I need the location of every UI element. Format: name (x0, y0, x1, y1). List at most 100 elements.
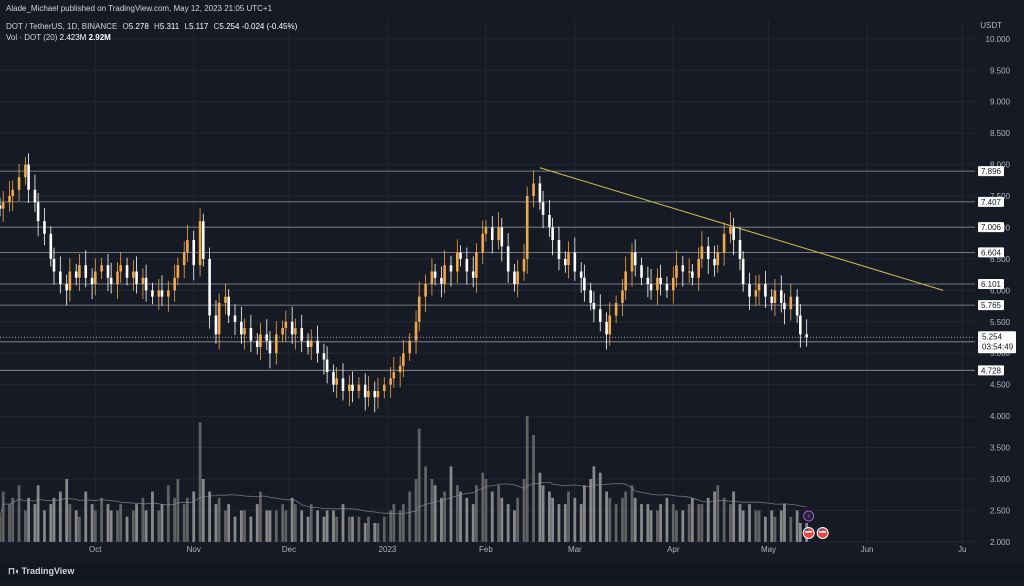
volume-bar (398, 510, 402, 542)
candle-body (132, 271, 135, 278)
candle-body (513, 271, 516, 285)
candle-body (522, 258, 526, 272)
volume-bar (351, 516, 354, 542)
candle-body (49, 233, 53, 259)
volume-bar (290, 497, 294, 542)
candle-body (687, 271, 691, 273)
candle-body (224, 296, 227, 303)
y-tick-label: 7.500 (990, 192, 1011, 201)
volume-bar (208, 491, 212, 542)
flag-canton (805, 529, 809, 532)
volume-bar (322, 516, 326, 542)
candle-body (567, 252, 570, 266)
volume-bar (43, 510, 46, 542)
x-tick-label: Nov (187, 545, 201, 554)
x-tick-label: Dec (282, 545, 296, 554)
volume-bar (598, 472, 602, 542)
volume-bar (624, 491, 628, 542)
tradingview-brand[interactable]: ⊓◖ TradingView (8, 566, 74, 577)
volume-bar (773, 516, 777, 542)
volume-bar (249, 516, 253, 542)
volume-bar (640, 504, 643, 542)
volume-bar (481, 472, 485, 542)
volume-bar (224, 510, 227, 542)
close-label: C (213, 22, 220, 31)
candle-body (173, 277, 176, 291)
candle-body (392, 372, 396, 379)
candle-body (659, 277, 662, 285)
candle-body (100, 265, 103, 272)
volume-bar (33, 504, 37, 542)
candle-body (201, 221, 205, 259)
volume-bar (408, 491, 412, 542)
volume-bar (500, 497, 504, 542)
candle-body (36, 202, 40, 222)
candle-body (541, 202, 545, 215)
candle-body (59, 271, 62, 285)
candle-body (799, 315, 802, 335)
candle-body (589, 290, 593, 303)
candle-body (116, 271, 119, 285)
volume-bar (649, 510, 653, 542)
candle-body (805, 334, 808, 338)
volume-bar (24, 510, 27, 542)
volume-bar (573, 497, 577, 542)
candle-body (649, 284, 653, 291)
volume-bar (157, 510, 161, 542)
candle-body (316, 340, 319, 354)
volume-bar (284, 510, 288, 542)
candle-body (424, 284, 427, 297)
flag-stripe (805, 531, 813, 533)
volume-bar (665, 497, 669, 542)
brand-label: TradingView (21, 566, 75, 576)
volume-bar (783, 504, 786, 542)
candle-body (208, 258, 211, 316)
candle-body (700, 246, 704, 259)
candle-body (255, 340, 259, 347)
y-tick-label: 6.500 (990, 255, 1011, 264)
candle-body (341, 378, 345, 391)
y-tick-label: 10.000 (986, 35, 1011, 44)
candle-body (592, 302, 596, 310)
volume-bar (433, 485, 437, 542)
volume-bar (633, 497, 637, 542)
volume-label: Vol · DOT (20) (6, 33, 58, 42)
volume-bar (160, 504, 164, 542)
candle-body (757, 284, 761, 291)
volume-bar (713, 491, 716, 542)
volume-bar (538, 472, 542, 542)
level-tag (978, 279, 1004, 290)
volume-bar (182, 504, 186, 542)
volume-bar (106, 504, 110, 542)
candle-body (573, 252, 577, 272)
candle-body (443, 265, 446, 285)
flag-stripe (819, 531, 827, 533)
volume-bar (563, 504, 567, 542)
candle-body (548, 214, 551, 228)
volume-bar (58, 491, 62, 542)
volume-bar (465, 497, 469, 542)
candle-body (456, 252, 459, 272)
volume-bar (268, 510, 272, 542)
volume-bar (430, 478, 434, 542)
volume-bar (373, 522, 377, 542)
candle-body (157, 290, 161, 297)
volume-bar (455, 485, 459, 542)
volume-bar (690, 497, 694, 542)
volume-bar (532, 434, 535, 542)
volume-bar (259, 491, 262, 542)
change-value: -0.024 (-0.45%) (241, 22, 298, 31)
volume-bar (84, 491, 88, 542)
volume-bar (605, 491, 608, 542)
candle-body (24, 164, 27, 178)
volume-bar (687, 504, 691, 542)
candle-body (281, 328, 284, 335)
volume-bar (341, 504, 345, 542)
volume-bar (614, 504, 618, 542)
candle-body (789, 296, 793, 310)
volume-bar (382, 516, 386, 542)
candle-body (214, 315, 218, 335)
tradingview-logo-icon: ⊓◖ (8, 566, 20, 576)
